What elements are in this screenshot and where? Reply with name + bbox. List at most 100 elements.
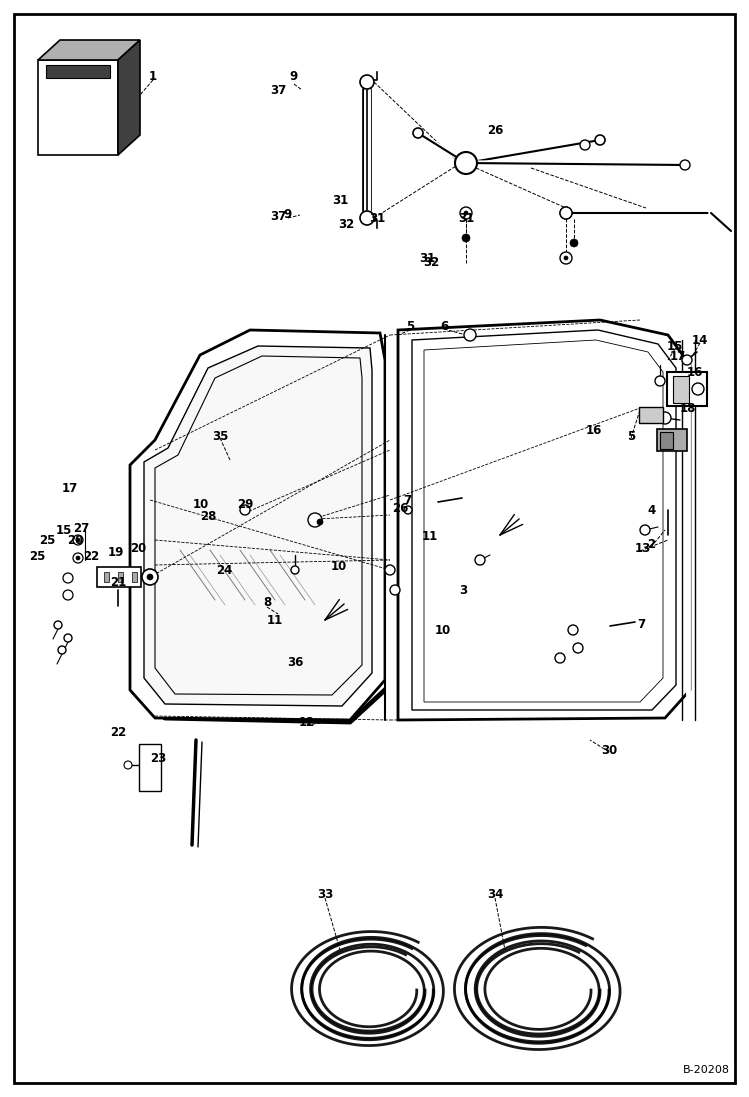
Circle shape <box>659 412 671 425</box>
FancyBboxPatch shape <box>132 572 137 583</box>
Text: 8: 8 <box>263 597 271 610</box>
Circle shape <box>360 75 374 89</box>
Text: 34: 34 <box>487 889 503 902</box>
Circle shape <box>76 556 80 559</box>
Text: 24: 24 <box>216 565 232 577</box>
Circle shape <box>317 519 323 525</box>
Text: 15: 15 <box>56 523 72 536</box>
Circle shape <box>560 207 572 219</box>
Circle shape <box>291 566 299 574</box>
Circle shape <box>655 376 665 386</box>
Text: 10: 10 <box>193 498 209 511</box>
Text: 23: 23 <box>150 751 166 765</box>
Text: 10: 10 <box>331 561 347 574</box>
Text: 31: 31 <box>458 212 474 225</box>
Circle shape <box>308 513 322 527</box>
Text: 11: 11 <box>267 614 283 627</box>
Circle shape <box>580 140 590 150</box>
Polygon shape <box>118 39 140 155</box>
Circle shape <box>76 538 80 542</box>
Circle shape <box>464 211 468 215</box>
Circle shape <box>455 152 477 174</box>
Text: 30: 30 <box>601 744 617 757</box>
Circle shape <box>460 207 472 219</box>
Text: 22: 22 <box>110 726 126 739</box>
Text: 16: 16 <box>586 423 602 437</box>
Circle shape <box>54 621 62 629</box>
Text: 37: 37 <box>270 83 286 97</box>
Text: 33: 33 <box>317 889 333 902</box>
Text: 26: 26 <box>392 501 408 514</box>
Text: 25: 25 <box>28 551 45 564</box>
Polygon shape <box>144 346 372 706</box>
Circle shape <box>404 506 412 514</box>
Text: 29: 29 <box>237 498 253 510</box>
Text: 6: 6 <box>440 319 448 332</box>
Text: 27: 27 <box>73 521 89 534</box>
Text: 13: 13 <box>635 542 651 554</box>
Circle shape <box>73 553 83 563</box>
Text: 9: 9 <box>290 70 298 83</box>
Text: 14: 14 <box>692 333 709 347</box>
Text: B-20208: B-20208 <box>683 1065 730 1075</box>
Polygon shape <box>398 320 690 720</box>
Text: 2: 2 <box>647 538 655 551</box>
Text: 17: 17 <box>670 350 686 362</box>
Circle shape <box>692 383 704 395</box>
Circle shape <box>568 625 578 635</box>
Circle shape <box>360 211 374 225</box>
Text: 37: 37 <box>270 211 286 224</box>
Text: 25: 25 <box>39 533 55 546</box>
FancyBboxPatch shape <box>139 744 161 791</box>
Text: 32: 32 <box>423 256 439 269</box>
Text: 1: 1 <box>149 69 157 82</box>
Circle shape <box>385 565 395 575</box>
Circle shape <box>680 160 690 170</box>
Polygon shape <box>46 65 110 78</box>
Text: 35: 35 <box>212 430 228 442</box>
Circle shape <box>63 590 73 600</box>
Text: 28: 28 <box>200 509 216 522</box>
Text: 17: 17 <box>62 482 78 495</box>
Circle shape <box>63 573 73 583</box>
Circle shape <box>595 135 605 145</box>
Text: 15: 15 <box>667 339 683 352</box>
Text: 7: 7 <box>637 619 645 632</box>
Text: 12: 12 <box>299 715 315 728</box>
Circle shape <box>64 634 72 642</box>
Text: 20: 20 <box>67 533 83 546</box>
FancyBboxPatch shape <box>657 429 687 451</box>
FancyBboxPatch shape <box>667 372 707 406</box>
Circle shape <box>475 555 485 565</box>
Text: 36: 36 <box>287 656 303 668</box>
Text: 9: 9 <box>284 208 292 222</box>
Text: 5: 5 <box>627 430 635 443</box>
Text: 10: 10 <box>435 624 451 637</box>
Text: 4: 4 <box>648 504 656 517</box>
Circle shape <box>564 211 568 215</box>
Text: 3: 3 <box>459 584 467 597</box>
Circle shape <box>573 643 583 653</box>
Circle shape <box>555 653 565 663</box>
Text: 20: 20 <box>130 543 146 555</box>
Circle shape <box>58 646 66 654</box>
Circle shape <box>560 252 572 264</box>
Text: 7: 7 <box>403 494 411 507</box>
Circle shape <box>73 535 83 545</box>
Text: 32: 32 <box>338 218 354 231</box>
Circle shape <box>560 207 572 219</box>
Polygon shape <box>38 39 140 60</box>
Polygon shape <box>130 330 385 720</box>
FancyBboxPatch shape <box>97 567 141 587</box>
Polygon shape <box>38 60 118 155</box>
Circle shape <box>147 574 153 580</box>
Text: 11: 11 <box>422 530 438 543</box>
Text: 21: 21 <box>110 576 126 588</box>
FancyBboxPatch shape <box>673 375 688 403</box>
Circle shape <box>464 329 476 341</box>
Text: 19: 19 <box>108 545 124 558</box>
Circle shape <box>564 256 568 260</box>
FancyBboxPatch shape <box>639 407 663 423</box>
Text: 16: 16 <box>687 366 703 380</box>
Circle shape <box>142 569 158 585</box>
